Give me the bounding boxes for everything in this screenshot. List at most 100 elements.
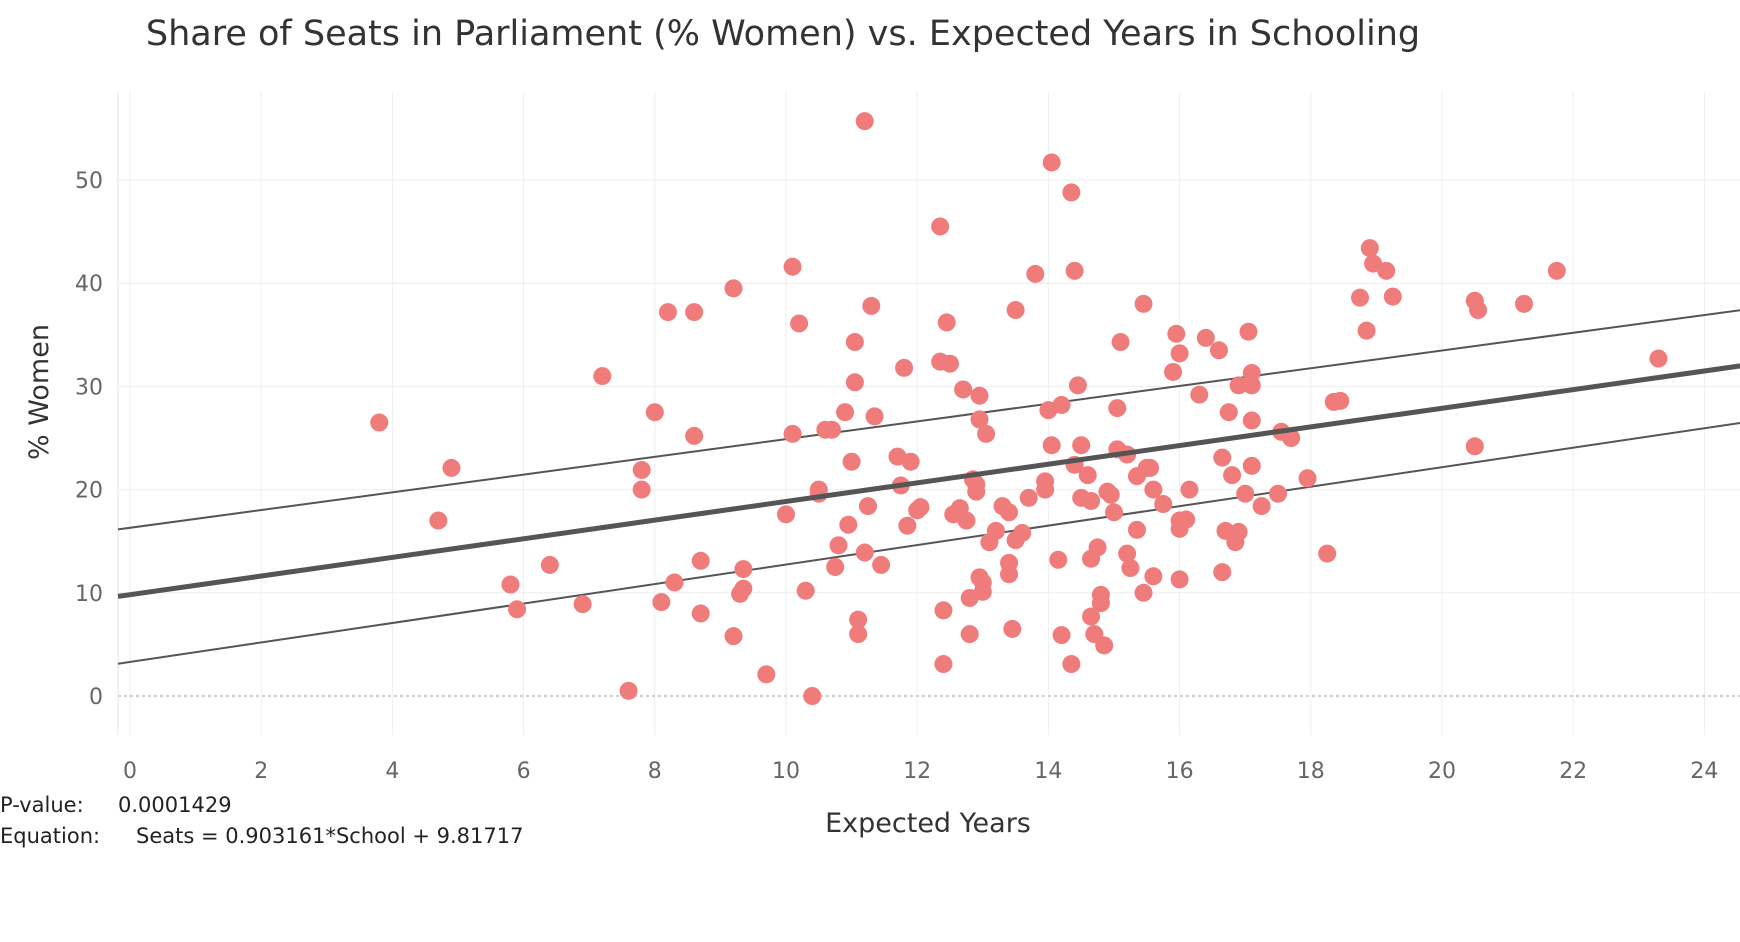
data-point — [1242, 363, 1261, 382]
data-point — [691, 604, 710, 623]
data-point — [839, 515, 858, 534]
pvalue-row: P-value: 0.0001429 — [0, 790, 523, 821]
data-point — [1229, 522, 1248, 541]
data-point — [1515, 294, 1533, 313]
data-point — [1469, 301, 1488, 320]
data-point — [508, 600, 527, 619]
data-point — [1180, 480, 1199, 499]
data-point — [1082, 491, 1101, 510]
data-point — [429, 511, 448, 530]
data-point — [1118, 544, 1137, 563]
data-point — [1239, 322, 1258, 341]
data-point — [1229, 376, 1248, 395]
data-point — [1269, 484, 1287, 503]
data-point — [1213, 563, 1232, 582]
data-point — [1134, 294, 1153, 313]
data-point — [691, 551, 710, 570]
data-point — [665, 573, 684, 592]
data-point — [1649, 349, 1668, 368]
data-point — [1127, 520, 1146, 539]
data-point — [1091, 594, 1110, 613]
data-point — [1351, 288, 1369, 307]
data-point — [1164, 362, 1183, 381]
data-point — [1144, 480, 1163, 499]
data-point — [836, 403, 855, 422]
x-axis-ticks: 0 2 4 6 8 10 12 14 16 18 20 22 24 — [123, 759, 1718, 784]
x-tick-label: 24 — [1690, 759, 1718, 784]
data-point — [1209, 341, 1228, 360]
data-point — [859, 497, 877, 516]
x-tick-label: 6 — [517, 759, 531, 784]
data-point — [855, 543, 874, 562]
data-point — [1134, 583, 1153, 602]
y-tick-label: 0 — [89, 685, 103, 710]
data-point — [1252, 497, 1271, 516]
data-point — [777, 505, 795, 524]
data-point — [986, 521, 1005, 540]
data-point — [619, 681, 638, 700]
trend-line — [117, 363, 1740, 599]
data-point — [1065, 261, 1084, 280]
pvalue-label: P-value: — [0, 793, 84, 817]
data-points — [370, 112, 1668, 705]
data-point — [632, 480, 651, 499]
data-point — [1465, 437, 1484, 456]
lower-confidence-line — [117, 421, 1740, 665]
data-point — [1547, 261, 1566, 280]
data-point — [862, 296, 881, 315]
data-point — [803, 687, 822, 705]
data-point — [1052, 626, 1071, 645]
data-point — [1298, 469, 1317, 488]
data-point — [849, 625, 868, 644]
x-tick-label: 12 — [903, 759, 931, 784]
data-point — [1111, 333, 1130, 352]
data-point — [1236, 484, 1255, 503]
data-point — [872, 555, 891, 574]
data-point — [1282, 429, 1301, 447]
data-point — [1078, 466, 1097, 485]
data-point — [1242, 456, 1261, 475]
data-point — [632, 460, 651, 479]
x-tick-label: 18 — [1297, 759, 1325, 784]
data-point — [1318, 544, 1337, 563]
data-point — [1242, 411, 1261, 430]
data-point — [1105, 503, 1123, 522]
y-tick-label: 30 — [75, 375, 103, 400]
data-point — [973, 573, 992, 592]
data-point — [1042, 153, 1061, 172]
data-point — [501, 575, 520, 594]
trend-line-group — [117, 363, 1740, 599]
data-point — [1141, 458, 1160, 477]
data-point — [845, 333, 864, 352]
upper-confidence-line — [117, 309, 1740, 531]
data-point — [822, 420, 841, 439]
x-tick-label: 10 — [772, 759, 800, 784]
data-point — [1383, 287, 1402, 306]
data-point — [1042, 436, 1061, 455]
data-point — [1213, 448, 1232, 467]
data-point — [1190, 385, 1209, 404]
data-point — [1360, 239, 1379, 258]
x-tick-label: 2 — [254, 759, 268, 784]
data-point — [796, 581, 815, 600]
data-point — [783, 257, 802, 276]
data-point — [1364, 254, 1383, 273]
data-point — [1242, 376, 1261, 395]
x-tick-label: 22 — [1559, 759, 1587, 784]
data-point — [1219, 403, 1238, 422]
y-axis-title: % Women — [24, 324, 55, 460]
data-point — [842, 452, 861, 471]
data-point — [1144, 567, 1163, 586]
data-point — [1154, 495, 1173, 514]
data-point — [1101, 485, 1120, 504]
gridlines — [117, 92, 1740, 735]
data-point — [941, 354, 959, 373]
data-point — [826, 558, 845, 576]
data-point — [645, 403, 664, 422]
data-point — [954, 380, 973, 399]
data-point — [734, 560, 753, 579]
data-point — [1013, 523, 1032, 542]
data-point — [573, 595, 592, 614]
data-point — [898, 516, 917, 535]
data-point — [1026, 264, 1045, 283]
